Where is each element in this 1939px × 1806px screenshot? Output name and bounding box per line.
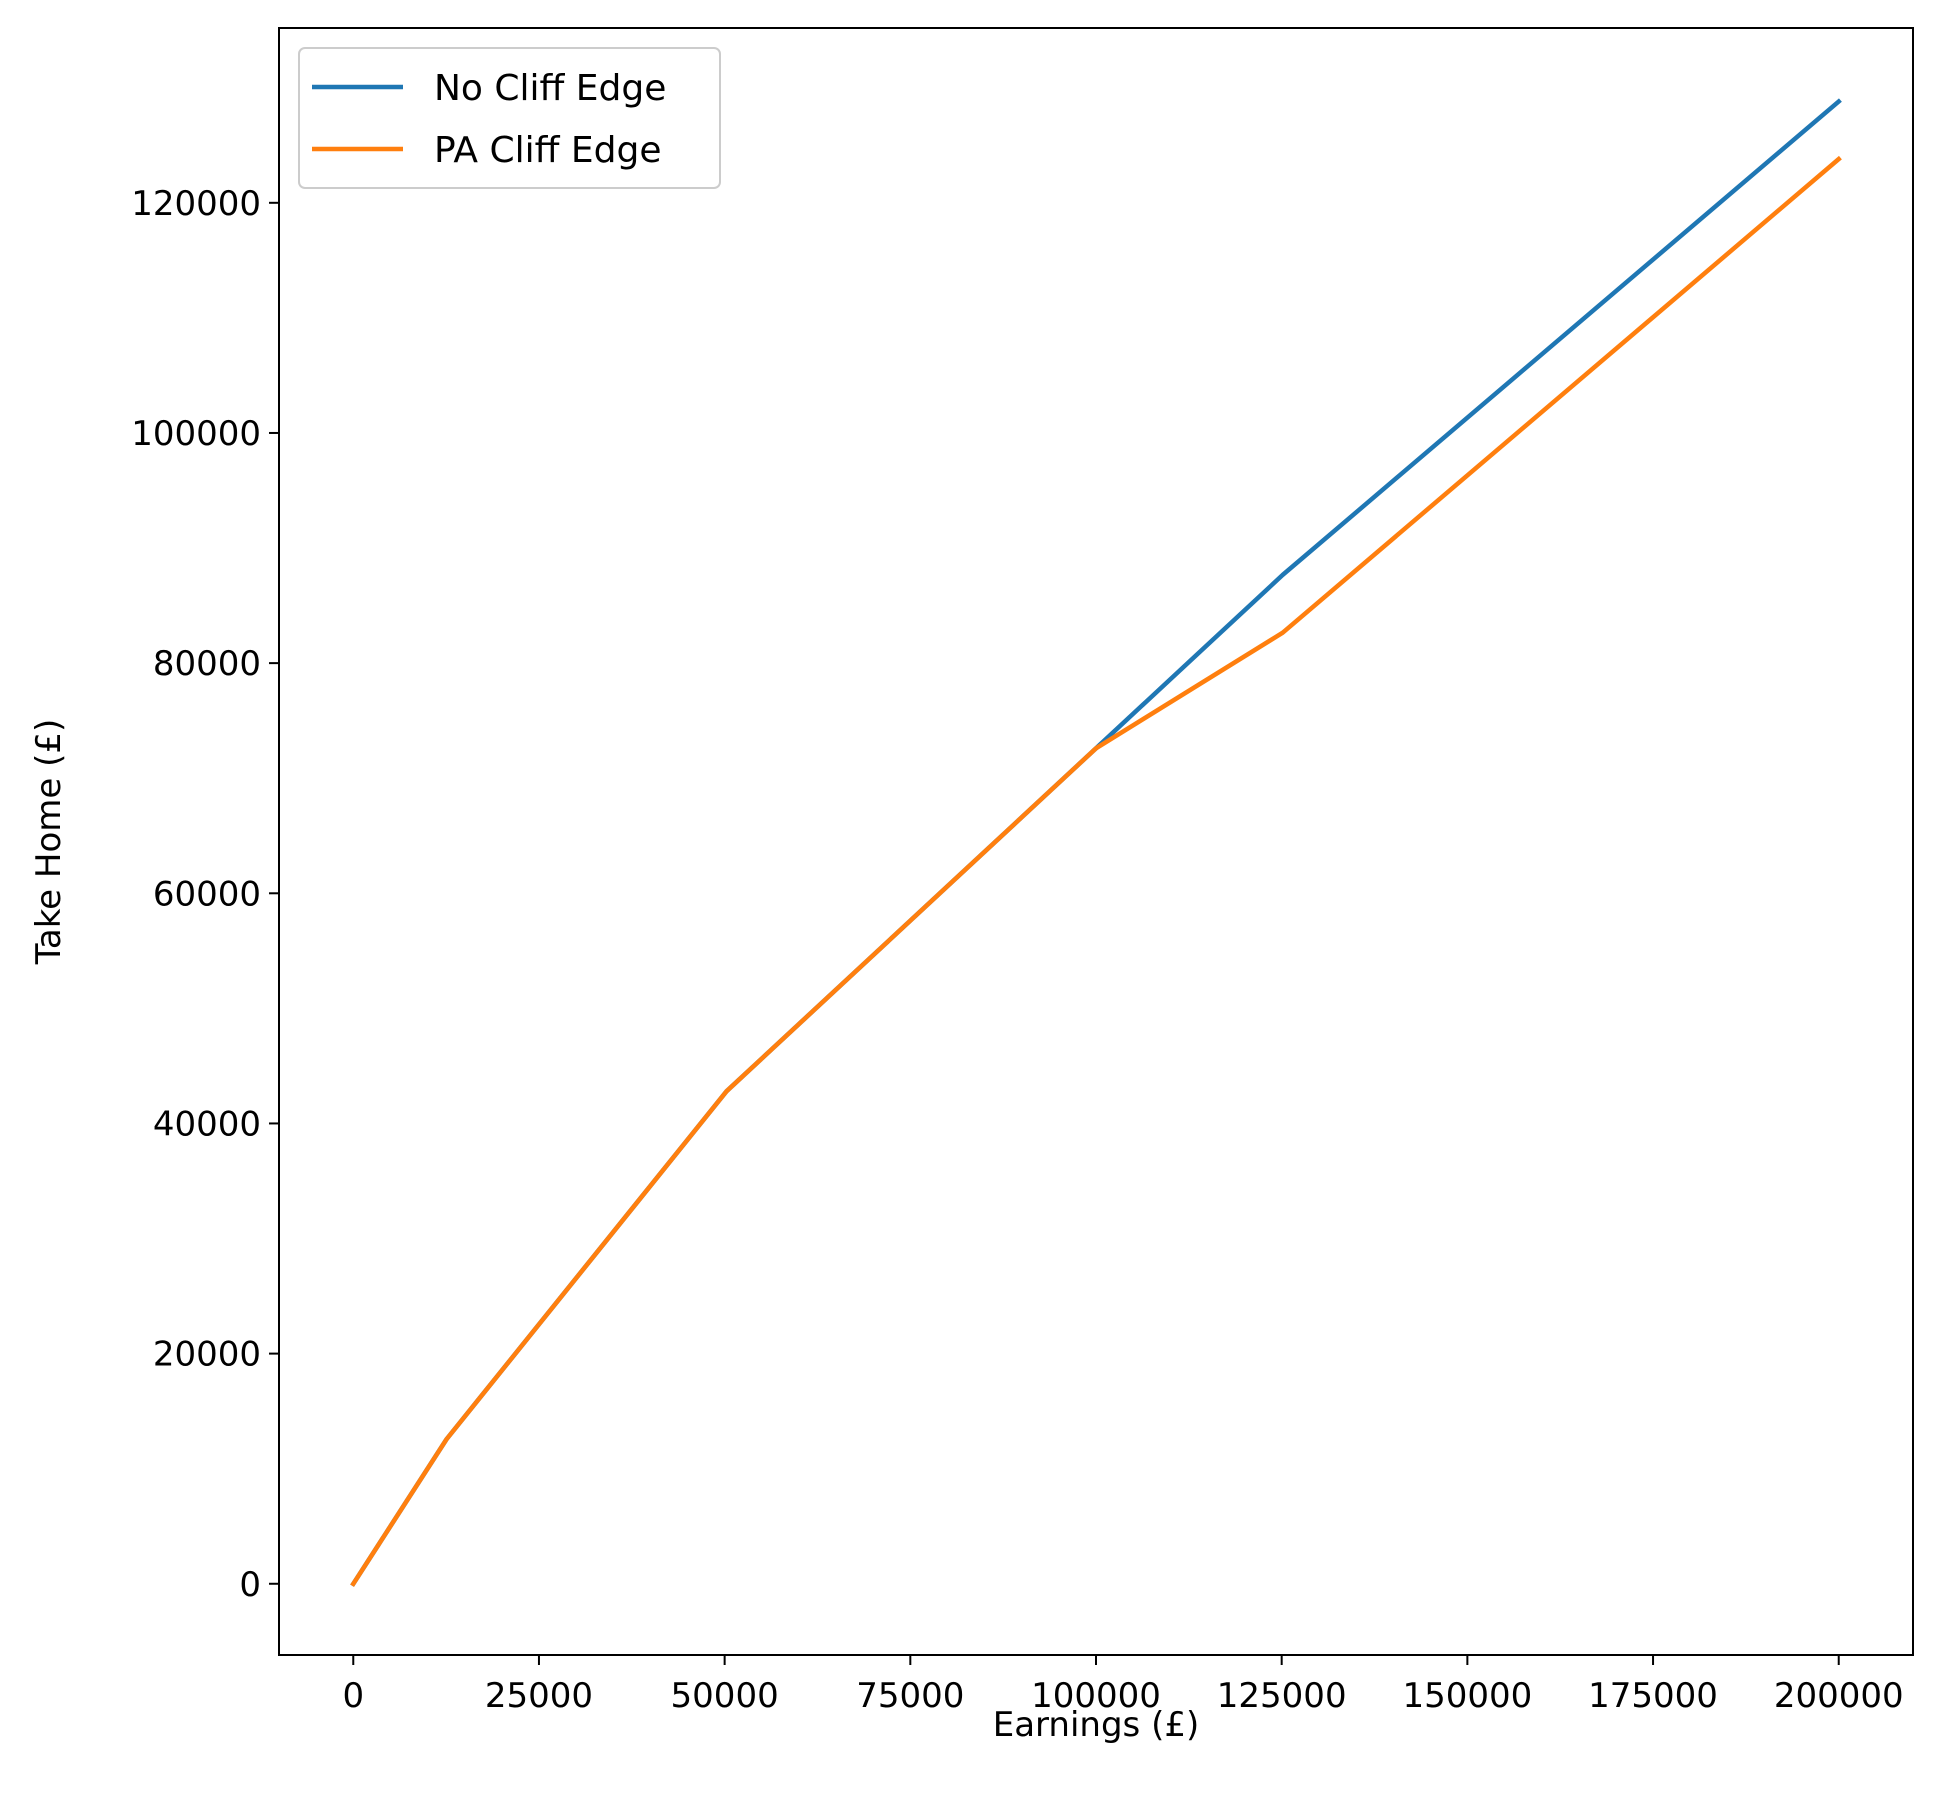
x-axis: 0 25000 50000 75000 100000 125000 150000 175000… xyxy=(342,1655,1904,1716)
x-tick-label: 25000 xyxy=(485,1676,593,1716)
series-line-2 xyxy=(350,155,1842,1587)
series-layer xyxy=(350,98,1842,1587)
x-tick-label: 200000 xyxy=(1774,1676,1904,1716)
y-tick-label: 120000 xyxy=(131,184,261,224)
y-tick-label: 60000 xyxy=(153,874,261,914)
y-tick-label: 40000 xyxy=(153,1104,261,1144)
x-axis-label: Earnings (£) xyxy=(993,1705,1200,1745)
legend: No Cliff Edge PA Cliff Edge xyxy=(298,47,721,189)
x-tick-label: 175000 xyxy=(1588,1676,1718,1716)
x-tick-label: 75000 xyxy=(856,1676,964,1716)
y-tick-label: 0 xyxy=(239,1565,261,1605)
x-tick-label: 0 xyxy=(342,1676,364,1716)
y-axis: 0 20000 40000 60000 80000 100000 120000 xyxy=(131,184,279,1605)
legend-box xyxy=(298,47,721,189)
y-tick-label: 20000 xyxy=(153,1335,261,1375)
x-tick-label: 125000 xyxy=(1217,1676,1347,1716)
legend-label: No Cliff Edge xyxy=(434,68,666,109)
y-tick-label: 100000 xyxy=(131,414,261,454)
y-tick-label: 80000 xyxy=(153,644,261,684)
legend-label: PA Cliff Edge xyxy=(434,130,661,171)
x-tick-label: 50000 xyxy=(671,1676,779,1716)
y-axis-label: Take Home (£) xyxy=(29,719,69,966)
x-tick-label: 150000 xyxy=(1402,1676,1532,1716)
x-tick-label: 100000 xyxy=(1031,1676,1161,1716)
